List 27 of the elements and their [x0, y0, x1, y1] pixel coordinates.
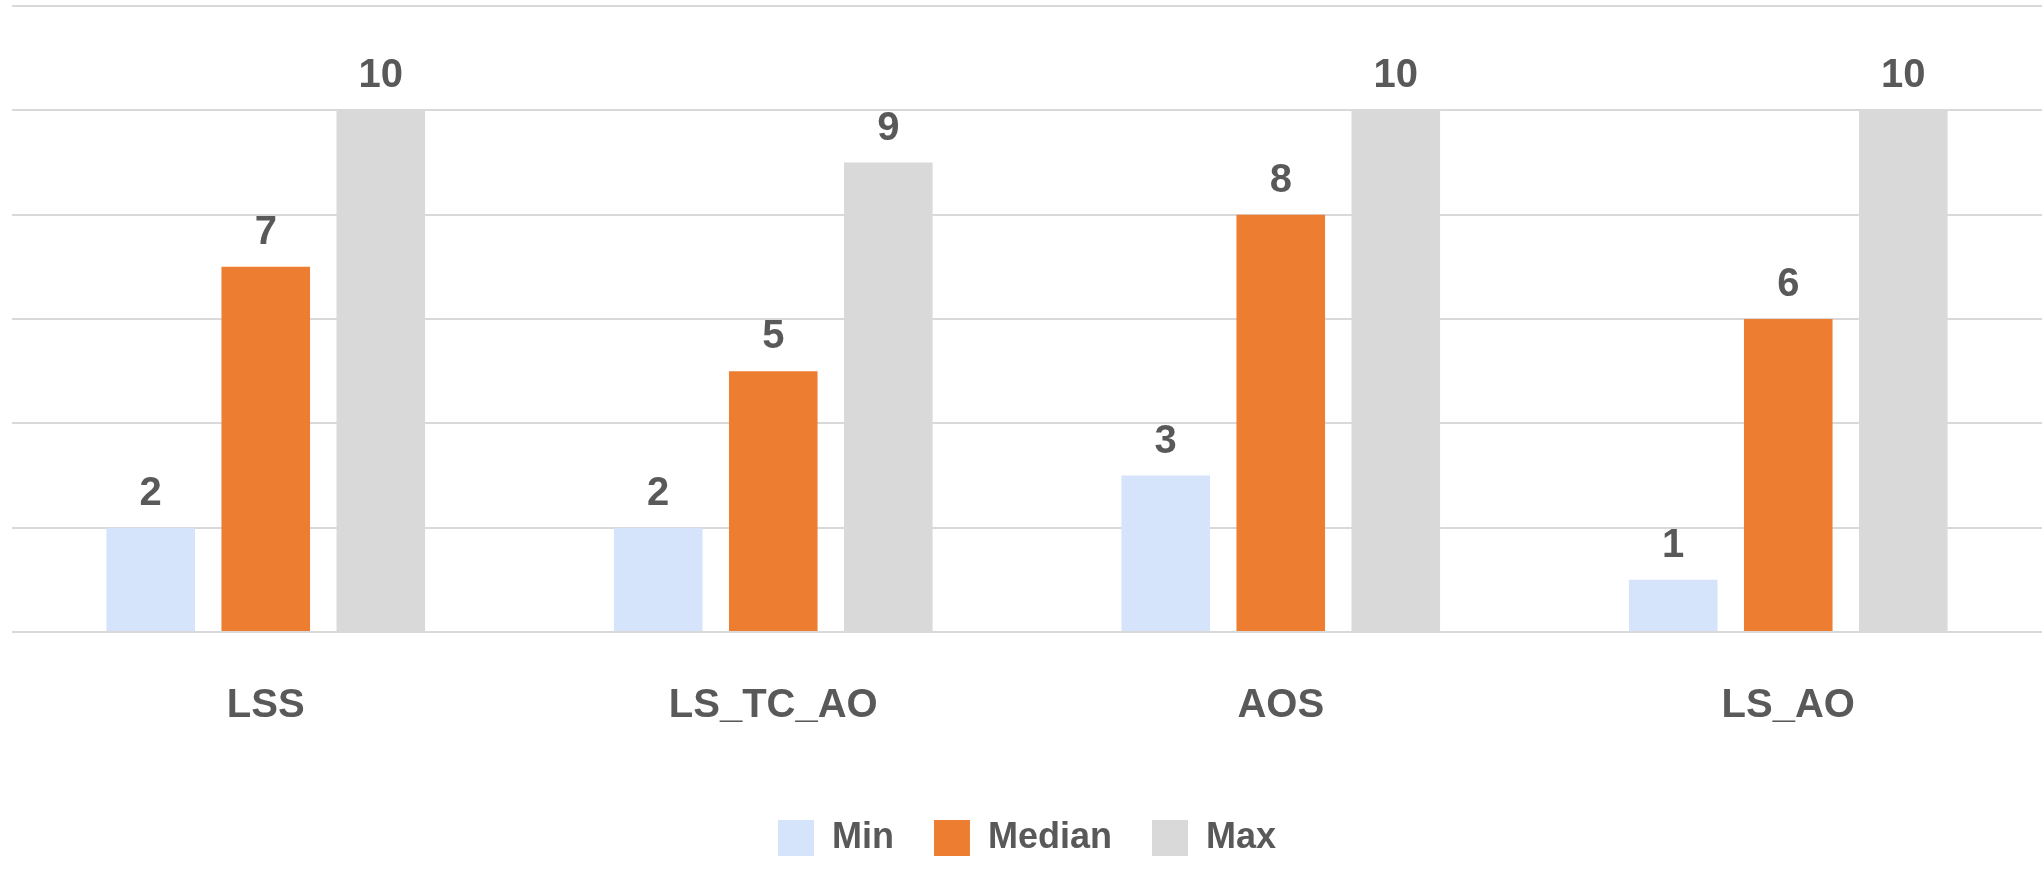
x-tick-label: LSS: [226, 681, 305, 726]
x-tick-label: LS_AO: [1721, 681, 1855, 726]
bar: [221, 266, 311, 631]
data-label: 9: [877, 103, 900, 148]
bar: [613, 527, 703, 631]
legend-label: Max: [1205, 814, 1277, 856]
data-label: 5: [762, 312, 785, 357]
bar: [728, 371, 818, 631]
legend-label: Min: [831, 814, 894, 856]
bar: [1236, 214, 1326, 631]
bar: [1628, 579, 1718, 631]
data-label: 1: [1662, 520, 1685, 565]
data-label: 2: [647, 468, 670, 513]
data-label: 6: [1777, 260, 1800, 305]
data-label: 3: [1154, 416, 1177, 461]
data-label: 10: [1373, 51, 1419, 96]
bar: [106, 527, 196, 631]
data-label: 7: [254, 207, 277, 252]
x-tick-label: AOS: [1237, 681, 1325, 726]
data-label: 2: [139, 468, 162, 513]
data-label: 10: [1881, 51, 1926, 96]
x-tick-label: LS_TC_AO: [668, 681, 878, 726]
data-label: 10: [358, 51, 404, 96]
data-label: 8: [1269, 155, 1292, 200]
bar: [1743, 319, 1833, 631]
bar: [1121, 475, 1211, 631]
legend-label: Median: [987, 814, 1112, 856]
